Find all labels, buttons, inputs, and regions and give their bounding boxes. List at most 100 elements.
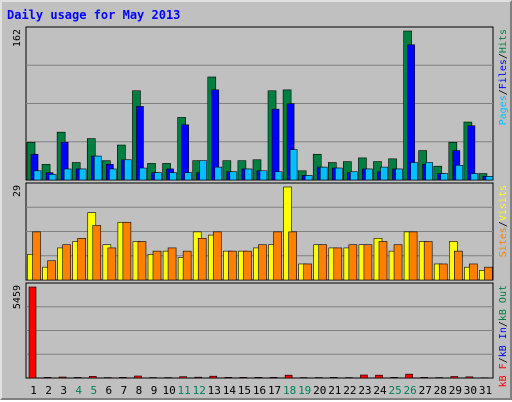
pages-bar [456, 165, 463, 180]
files-bar [212, 90, 219, 180]
sites-bar [469, 264, 477, 280]
pages-bar [396, 169, 403, 180]
x-tick-label: 5 [90, 384, 97, 397]
pages-bar [275, 172, 282, 180]
sites-bar [334, 248, 342, 280]
files-bar [468, 126, 475, 180]
x-tick-label: 11 [178, 384, 191, 397]
kb-bar [375, 375, 382, 378]
x-tick-label: 18 [283, 384, 296, 397]
sites-bar [349, 245, 357, 280]
sites-bar [33, 232, 41, 280]
legend-entry: kB In [498, 327, 509, 357]
sites-bar [183, 251, 191, 280]
kb-bar [315, 377, 322, 378]
kb-bar [104, 377, 111, 378]
kb-bar [195, 377, 202, 378]
kb-bar [345, 377, 352, 378]
x-tick-label: 9 [151, 384, 158, 397]
kb-bar [225, 377, 232, 378]
x-tick-label: 14 [223, 384, 237, 397]
sites-bar [138, 242, 146, 280]
kb-bar [180, 377, 187, 378]
top-max-label: 162 [12, 29, 23, 47]
legend-entry: Sites [498, 227, 509, 257]
kb-bar [421, 377, 428, 378]
sites-bar [454, 251, 462, 280]
sites-bar [213, 232, 221, 280]
x-tick-label: 2 [45, 384, 52, 397]
pages-bar [49, 174, 56, 180]
pages-bar [34, 171, 41, 180]
x-tick-label: 15 [238, 384, 251, 397]
pages-bar [124, 160, 131, 180]
pages-bar [170, 173, 177, 180]
sites-bar [93, 225, 101, 280]
sites-bar [289, 232, 297, 280]
legend-entry: Pages [498, 95, 509, 125]
sites-bar [108, 248, 116, 280]
pages-bar [320, 167, 327, 180]
x-tick-label: 29 [449, 384, 462, 397]
files-bar [272, 109, 279, 180]
x-tick-label: 12 [193, 384, 206, 397]
legend-entry: kB Out [498, 285, 509, 321]
kb-bar [285, 375, 292, 378]
x-tick-label: 26 [404, 384, 417, 397]
x-tick-label: 22 [343, 384, 356, 397]
files-bar [182, 125, 189, 180]
pages-bar [350, 172, 357, 180]
sites-bar [228, 251, 236, 280]
kb-bar [44, 377, 51, 378]
pages-bar [305, 175, 312, 180]
legend-entry: Files [498, 59, 509, 89]
kb-bar [210, 376, 217, 378]
x-tick-label: 8 [136, 384, 143, 397]
sites-bar [243, 251, 251, 280]
pages-bar [260, 171, 267, 180]
sites-bar [153, 251, 161, 280]
pages-bar [109, 169, 116, 180]
x-tick-label: 31 [479, 384, 492, 397]
pages-bar [64, 169, 71, 180]
sites-bar [364, 245, 372, 280]
bottom-max-label: 5459 [12, 285, 23, 309]
x-tick-label: 13 [208, 384, 221, 397]
kb-bar [59, 377, 66, 378]
kb-bar [300, 377, 307, 378]
x-tick-label: 7 [121, 384, 128, 397]
kb-bar [165, 377, 172, 378]
x-tick-label: 20 [313, 384, 326, 397]
pages-bar [139, 168, 146, 180]
sites-bar [409, 232, 417, 280]
kb-bar [255, 377, 262, 378]
bottom-legend: kB F/kB In/kB Out [498, 285, 509, 387]
sites-bar [123, 222, 131, 280]
pages-bar [365, 169, 372, 180]
kb-bar [466, 377, 473, 378]
x-tick-label: 30 [464, 384, 477, 397]
legend-entry: Hits [498, 29, 509, 53]
pages-bar [426, 163, 433, 180]
pages-bar [215, 167, 222, 180]
pages-bar [335, 168, 342, 180]
sites-bar [484, 267, 492, 280]
sites-bar [168, 248, 176, 280]
x-tick-label: 25 [388, 384, 401, 397]
sites-bar [439, 264, 447, 280]
kb-bar [119, 377, 126, 378]
x-tick-label: 21 [328, 384, 341, 397]
kb-bar [406, 374, 413, 378]
sites-bar [198, 238, 206, 280]
kb-bar [74, 377, 81, 378]
kb-bar [89, 376, 96, 378]
legend-entry: kB F [498, 363, 509, 387]
files-bar [408, 45, 415, 180]
pages-bar [94, 156, 101, 180]
sites-bar [274, 232, 282, 280]
sites-bar [424, 242, 432, 280]
pages-bar [290, 150, 297, 180]
kb-bar [360, 375, 367, 378]
sites-bar [258, 245, 266, 280]
